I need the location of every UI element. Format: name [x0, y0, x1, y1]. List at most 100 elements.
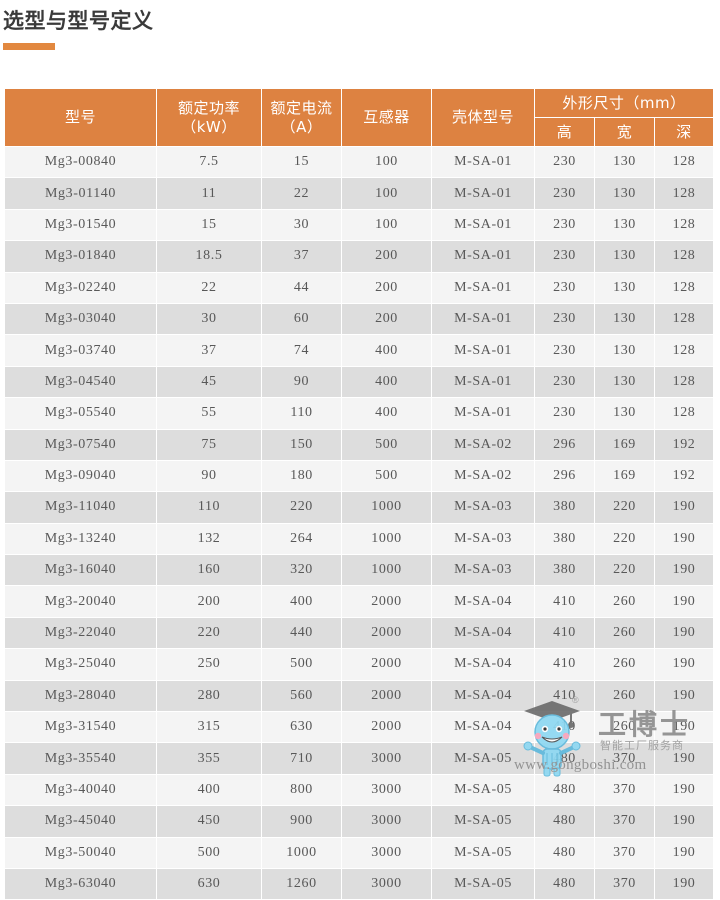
table-cell: 230 — [534, 177, 595, 210]
table-cell: 110 — [156, 491, 262, 524]
table-cell: 190 — [653, 522, 715, 556]
table-cell: M-SA-05 — [431, 805, 535, 838]
table-cell: 220 — [594, 554, 655, 587]
table-cell: Mg3-11040 — [4, 491, 157, 524]
table-cell: 11 — [156, 177, 262, 210]
table-cell: 18.5 — [156, 240, 262, 273]
table-cell: 44 — [261, 271, 342, 304]
table-cell: M-SA-03 — [431, 554, 535, 587]
table-row: Mg3-03740 37 74 400 M-SA-01 230 130 128 — [4, 334, 715, 367]
table-row: Mg3-40040 400 800 3000 M-SA-05 480 370 190 — [4, 773, 715, 807]
table-cell: 370 — [594, 805, 655, 838]
table-row: Mg3-35540 355 710 3000 M-SA-05 480 370 190 — [4, 742, 715, 775]
table-cell: 400 — [341, 334, 432, 367]
table-cell: 130 — [594, 145, 655, 179]
table-row: Mg3-01540 15 30 100 M-SA-01 230 130 128 — [4, 208, 715, 242]
table-row: Mg3-05540 55 110 400 M-SA-01 230 130 128 — [4, 397, 715, 430]
table-cell: 190 — [653, 491, 715, 524]
table-cell: M-SA-04 — [431, 616, 535, 650]
table-cell: 3000 — [341, 867, 432, 900]
table-cell: 130 — [594, 334, 655, 367]
table-cell: Mg3-05540 — [4, 397, 157, 430]
table-cell: 230 — [534, 271, 595, 304]
table-row: Mg3-03040 30 60 200 M-SA-01 230 130 128 — [4, 302, 715, 336]
table-cell: 380 — [534, 554, 595, 587]
table-cell: 296 — [534, 428, 595, 461]
table-cell: Mg3-04540 — [4, 365, 157, 399]
table-cell: 130 — [594, 397, 655, 430]
table-cell: 128 — [653, 334, 715, 367]
table-cell: 480 — [534, 742, 595, 775]
table-cell: 1000 — [341, 554, 432, 587]
table-cell: M-SA-01 — [431, 208, 535, 242]
table-cell: 410 — [534, 711, 595, 744]
table-cell: M-SA-01 — [431, 177, 535, 210]
table-cell: 190 — [653, 805, 715, 838]
table-cell: 400 — [341, 397, 432, 430]
table-cell: 100 — [341, 145, 432, 179]
table-cell: 190 — [653, 554, 715, 587]
table-cell: 180 — [261, 459, 342, 493]
table-cell: 15 — [156, 208, 262, 242]
table-row: Mg3-09040 90 180 500 M-SA-02 296 169 192 — [4, 459, 715, 493]
col-header-dimensions-group: 外形尺寸（mm） — [533, 88, 715, 118]
table-cell: Mg3-01540 — [4, 208, 157, 242]
table-row: Mg3-02240 22 44 200 M-SA-01 230 130 128 — [4, 271, 715, 304]
col-header-rated-current-line1: 额定电流 — [270, 98, 333, 117]
table-cell: 128 — [653, 208, 715, 242]
table-cell: 230 — [534, 208, 595, 242]
table-cell: 110 — [261, 397, 342, 430]
table-cell: M-SA-05 — [431, 867, 535, 900]
table-cell: M-SA-03 — [431, 522, 535, 556]
table-cell: 30 — [156, 302, 262, 336]
table-cell: 128 — [653, 271, 715, 304]
table-cell: Mg3-07540 — [4, 428, 157, 461]
table-cell: 130 — [594, 365, 655, 399]
table-cell: 128 — [653, 177, 715, 210]
table-cell: 400 — [156, 773, 262, 807]
table-cell: 37 — [261, 240, 342, 273]
table-cell: 30 — [261, 208, 342, 242]
table-cell: 2000 — [341, 679, 432, 713]
table-cell: 3000 — [341, 742, 432, 775]
table-cell: 230 — [534, 365, 595, 399]
table-cell: Mg3-09040 — [4, 459, 157, 493]
table-cell: 2000 — [341, 648, 432, 681]
table-cell: 500 — [156, 836, 262, 869]
table-cell: 130 — [594, 208, 655, 242]
table-cell: 60 — [261, 302, 342, 336]
table-cell: M-SA-05 — [431, 773, 535, 807]
table-cell: 500 — [261, 648, 342, 681]
table-cell: Mg3-25040 — [4, 648, 157, 681]
table-cell: 355 — [156, 742, 262, 775]
col-header-rated-power-line2: （kW） — [181, 117, 237, 136]
table-cell: M-SA-04 — [431, 585, 535, 618]
table-cell: 560 — [261, 679, 342, 713]
table-cell: 260 — [594, 711, 655, 744]
table-row: Mg3-45040 450 900 3000 M-SA-05 480 370 190 — [4, 805, 715, 838]
table-cell: 410 — [534, 648, 595, 681]
col-header-width: 宽 — [594, 117, 655, 147]
table-cell: 3000 — [341, 805, 432, 838]
table-cell: 37 — [156, 334, 262, 367]
table-cell: 220 — [261, 491, 342, 524]
table-cell: 90 — [156, 459, 262, 493]
table-body: Mg3-00840 7.5 15 100 M-SA-01 230 130 128 Mg3-011… — [4, 145, 715, 900]
table-cell: M-SA-01 — [431, 334, 535, 367]
table-row: Mg3-20040 200 400 2000 M-SA-04 410 260 190 — [4, 585, 715, 618]
table-cell: 250 — [156, 648, 262, 681]
table-header-row-2: 高 宽 深 — [5, 117, 715, 147]
table-cell: 100 — [341, 177, 432, 210]
table-cell: 160 — [156, 554, 262, 587]
table-cell: 190 — [653, 773, 715, 807]
table-cell: M-SA-01 — [431, 365, 535, 399]
table-cell: M-SA-02 — [431, 459, 535, 493]
table-cell: 190 — [653, 679, 715, 713]
table-cell: M-SA-01 — [431, 145, 535, 179]
table-cell: 320 — [261, 554, 342, 587]
table-row: Mg3-25040 250 500 2000 M-SA-04 410 260 190 — [4, 648, 715, 681]
table-cell: 45 — [156, 365, 262, 399]
col-header-rated-current: 额定电流 （A） — [261, 88, 342, 147]
table-cell: 370 — [594, 742, 655, 775]
table-cell: 130 — [594, 240, 655, 273]
